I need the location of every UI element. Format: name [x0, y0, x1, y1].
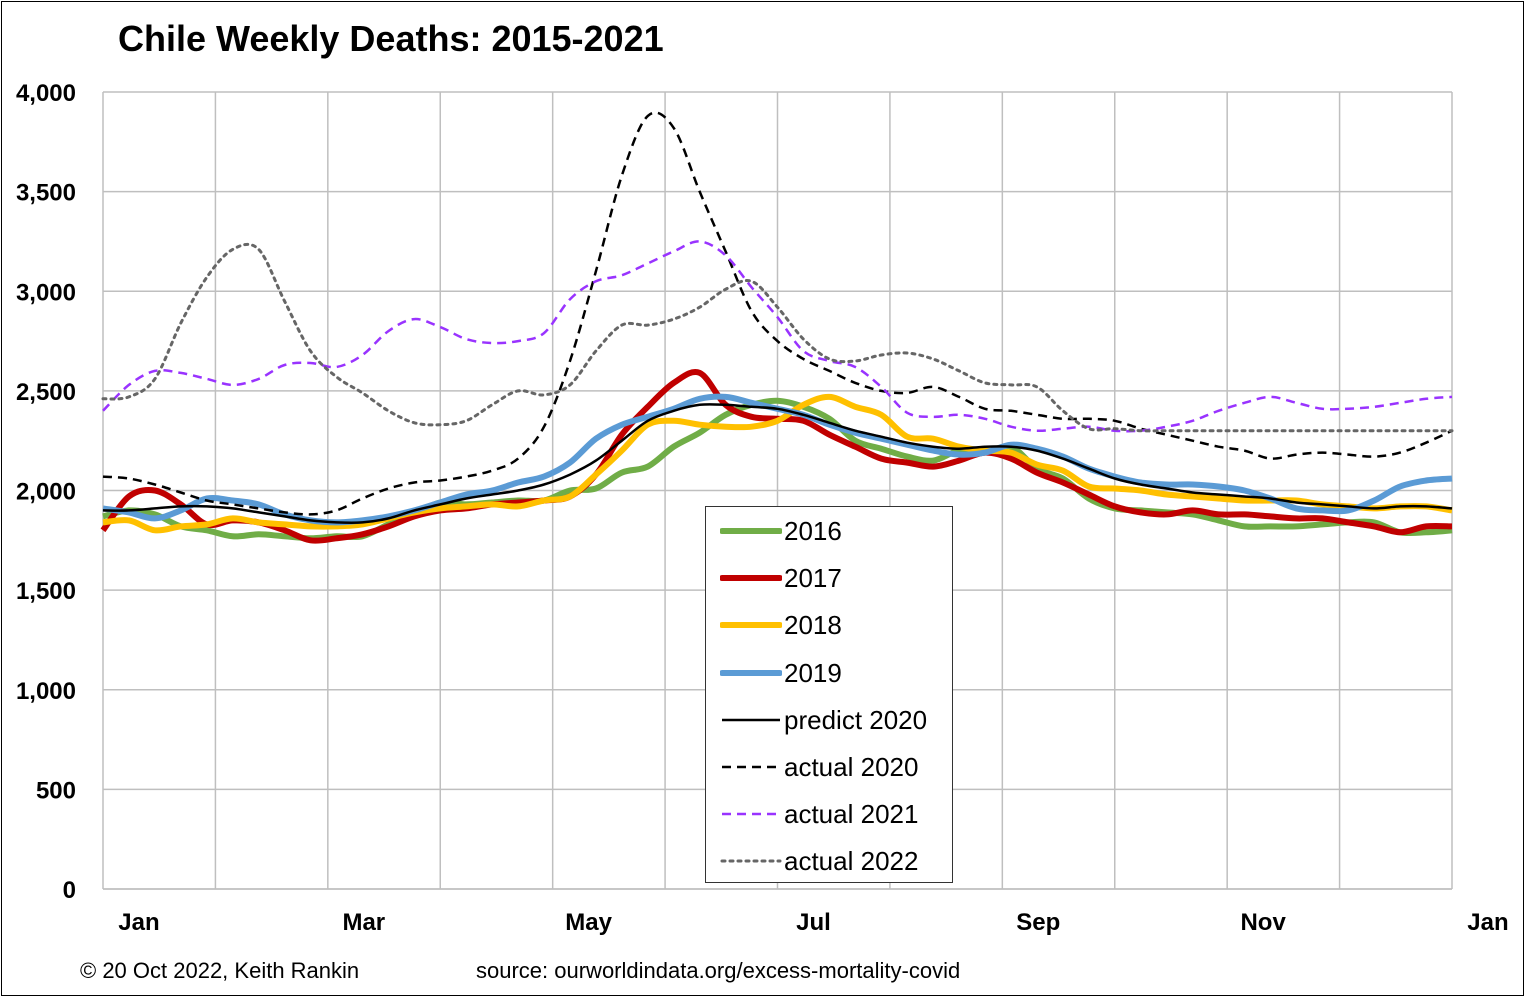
x-tick-label: Jul	[796, 909, 831, 936]
legend-swatch	[722, 812, 780, 816]
series-line-actual-2021	[102, 240, 1453, 433]
y-tick-label: 2,000	[16, 479, 76, 506]
legend-label: 2017	[784, 563, 842, 594]
y-axis-ticks: 0 500 1,000 1,500 2,000 2,500 3,000 3,500 4,000	[16, 80, 76, 904]
legend-label: actual 2020	[784, 752, 919, 782]
legend-swatch	[720, 622, 782, 629]
legend-item: predict 2020	[706, 700, 952, 740]
source-note: source: ourworldindata.org/excess-mortal…	[476, 958, 961, 983]
legend-item: actual 2021	[706, 794, 952, 834]
legend-label: 2018	[784, 610, 842, 641]
y-tick-label: 3,500	[16, 180, 76, 207]
series-line-predict-2020	[102, 403, 1453, 524]
x-tick-label: Jan	[118, 909, 159, 936]
chart-title: Chile Weekly Deaths: 2015-2021	[118, 18, 664, 59]
x-tick-label: Jan	[1467, 909, 1508, 936]
legend-item: actual 2022	[706, 841, 952, 881]
legend-item: 2018	[706, 605, 952, 645]
legend-item: actual 2020	[706, 747, 952, 787]
legend: 2016 2017 2018 2019 predict 2020 actual 2020 a…	[705, 506, 953, 883]
legend-swatch	[720, 859, 782, 863]
legend-label: predict 2020	[784, 704, 928, 735]
legend-swatch	[722, 765, 780, 769]
legend-label: 2019	[784, 657, 842, 688]
x-tick-label: Mar	[342, 909, 385, 936]
series-line-actual-2020	[102, 111, 1453, 516]
legend-swatch	[722, 718, 780, 722]
legend-item: 2019	[706, 653, 952, 693]
y-tick-label: 500	[36, 777, 76, 804]
y-tick-label: 2,500	[16, 379, 76, 406]
copyright-note: © 20 Oct 2022, Keith Rankin	[80, 958, 360, 983]
y-tick-label: 1,000	[16, 678, 76, 705]
x-tick-label: Sep	[1016, 909, 1060, 936]
series-line-actual-2022	[101, 242, 1454, 433]
legend-swatch	[720, 669, 782, 676]
legend-label: 2016	[784, 516, 842, 546]
x-tick-label: May	[565, 909, 612, 936]
series-lines	[100, 111, 1454, 544]
x-tick-label: Nov	[1240, 909, 1286, 936]
y-tick-label: 4,000	[16, 80, 76, 107]
legend-label: actual 2021	[784, 799, 919, 830]
legend-swatch	[720, 528, 782, 534]
legend-label: actual 2022	[784, 846, 919, 877]
legend-item: 2016	[706, 511, 952, 551]
y-tick-label: 1,500	[16, 578, 76, 605]
legend-item: 2017	[706, 558, 952, 598]
y-tick-label: 3,000	[16, 279, 76, 306]
series-line-2018	[102, 393, 1453, 534]
y-tick-label: 0	[63, 877, 76, 904]
legend-swatch	[720, 575, 782, 582]
x-axis-ticks: Jan Mar May Jul Sep Nov Jan	[118, 909, 1508, 936]
